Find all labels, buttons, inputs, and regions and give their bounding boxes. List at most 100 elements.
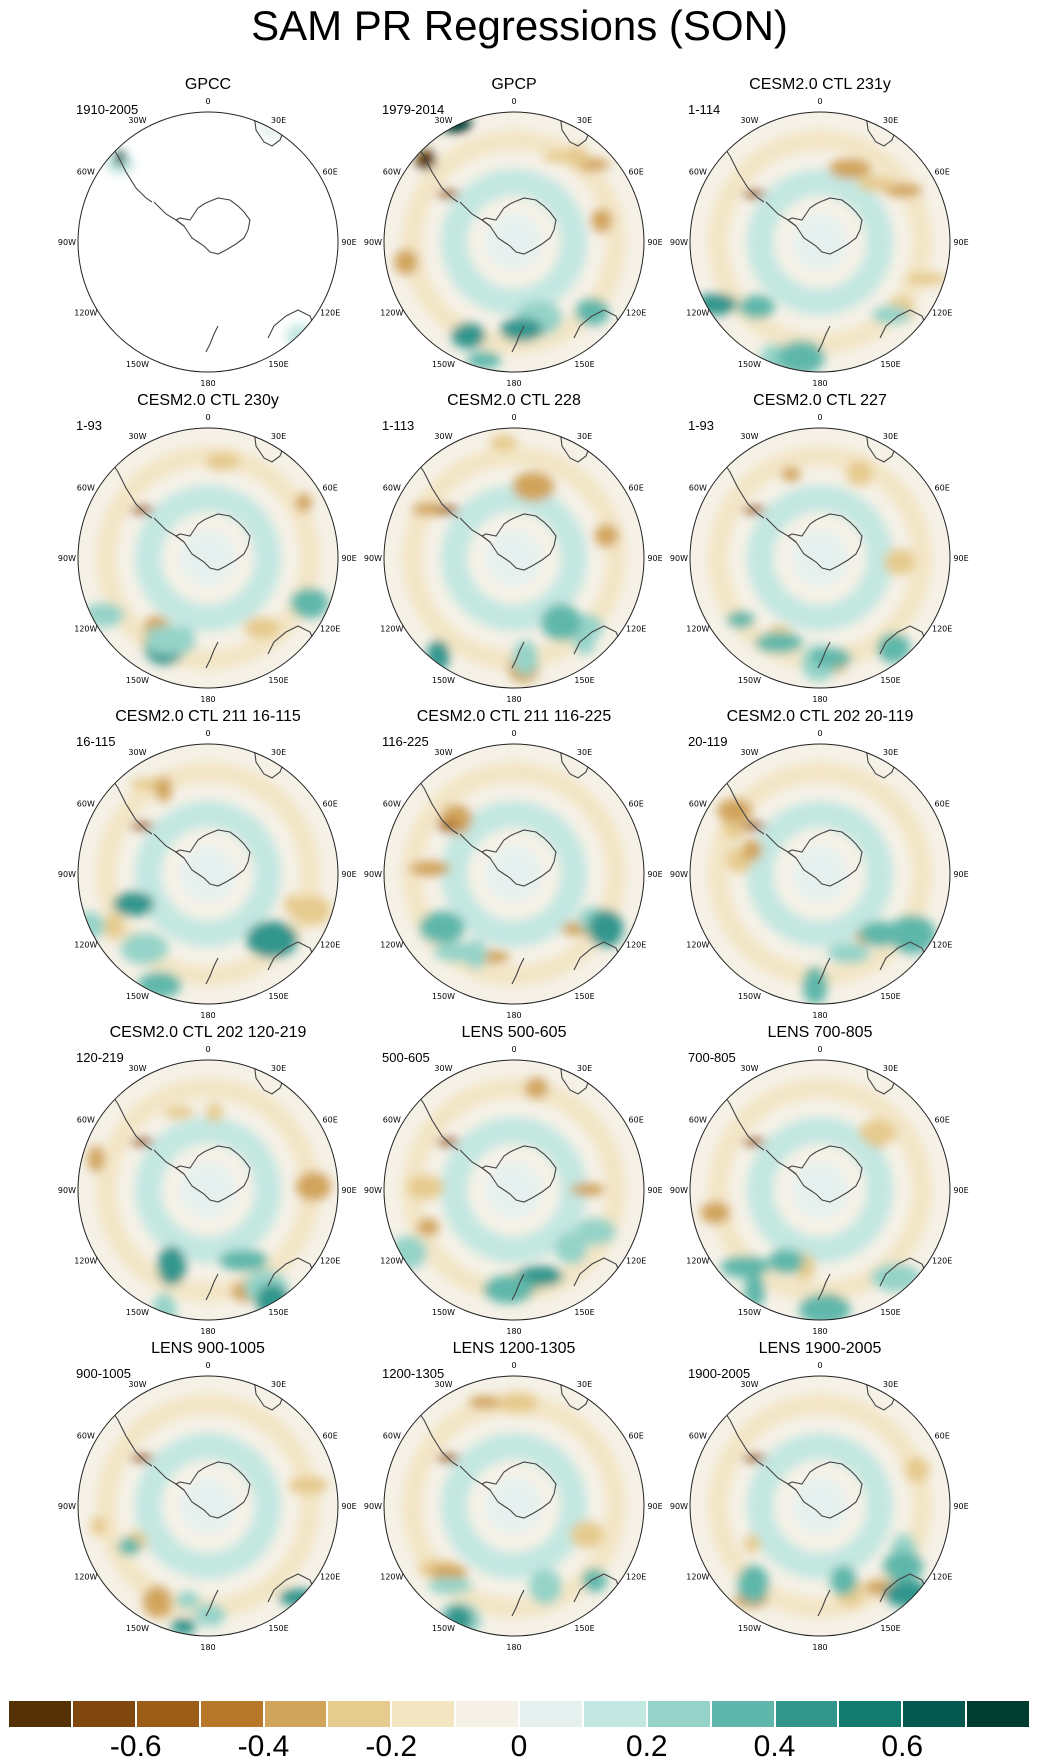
- polar-map: 0 30E 60E 90E 120E 150E 180 150W 120W 90W 60W 30W: [58, 1045, 357, 1336]
- longitude-label: 90E: [647, 870, 662, 879]
- longitude-label: 30E: [271, 1380, 286, 1389]
- longitude-label: 180: [200, 1327, 215, 1336]
- longitude-label: 90E: [647, 1502, 662, 1511]
- colorbar-swatch: [519, 1700, 583, 1728]
- colorbar-swatch: [135, 1700, 200, 1728]
- longitude-label: 90E: [953, 1186, 968, 1195]
- longitude-label: 0: [511, 413, 516, 422]
- longitude-label: 180: [506, 1327, 521, 1336]
- longitude-label: 30E: [883, 1064, 898, 1073]
- longitude-label: 90E: [953, 870, 968, 879]
- longitude-label: 60W: [383, 1115, 401, 1124]
- longitude-label: 180: [506, 1011, 521, 1020]
- longitude-label: 30E: [883, 116, 898, 125]
- longitude-label: 180: [506, 695, 521, 704]
- longitude-label: 60E: [935, 799, 950, 808]
- colorbar-swatch: [902, 1700, 967, 1728]
- longitude-label: 30W: [740, 748, 758, 757]
- longitude-label: 30E: [271, 432, 286, 441]
- longitude-label: 90W: [364, 238, 382, 247]
- longitude-label: 90E: [953, 238, 968, 247]
- longitude-label: 30E: [271, 748, 286, 757]
- longitude-label: 60W: [77, 167, 95, 176]
- longitude-label: 150E: [880, 992, 900, 1001]
- longitude-label: 30W: [434, 1064, 452, 1073]
- panel-period: 900-1005: [76, 1366, 131, 1381]
- longitude-label: 150E: [880, 676, 900, 685]
- longitude-label: 120W: [380, 1257, 403, 1266]
- panel-title: CESM2.0 CTL 202 120-219: [109, 1024, 307, 1041]
- colorbar-swatch: [966, 1700, 1030, 1728]
- panel-title: CESM2.0 CTL 202 20-119: [726, 708, 914, 725]
- longitude-label: 30W: [434, 748, 452, 757]
- longitude-label: 60E: [935, 1115, 950, 1124]
- longitude-label: 90E: [647, 238, 662, 247]
- longitude-label: 60W: [383, 167, 401, 176]
- longitude-label: 0: [817, 729, 822, 738]
- panel-title: LENS 700-805: [767, 1024, 873, 1041]
- longitude-label: 150W: [432, 360, 455, 369]
- panel-title: CESM2.0 CTL 231y: [749, 76, 891, 93]
- longitude-label: 0: [511, 97, 516, 106]
- map-panel: LENS 500-605 500-605 0 30E 60E 90E 120E 150E 180…: [364, 1024, 664, 1336]
- longitude-label: 150E: [574, 676, 594, 685]
- panel-period: 1-113: [382, 418, 415, 433]
- longitude-label: 120E: [626, 1257, 646, 1266]
- map-panel: LENS 1200-1305 1200-1305 0 30E 60E 90E 120E 150…: [364, 1340, 664, 1652]
- longitude-label: 30E: [883, 1380, 898, 1389]
- longitude-label: 120E: [320, 625, 340, 634]
- panel-title: LENS 500-605: [461, 1024, 567, 1041]
- longitude-label: 30E: [577, 748, 592, 757]
- longitude-label: 60E: [935, 1431, 950, 1440]
- longitude-label: 60E: [935, 483, 950, 492]
- longitude-label: 90W: [58, 870, 76, 879]
- longitude-label: 120W: [686, 1257, 709, 1266]
- longitude-label: 60E: [323, 1431, 338, 1440]
- longitude-label: 120E: [320, 1573, 340, 1582]
- longitude-label: 0: [817, 413, 822, 422]
- panel-title: CESM2.0 CTL 211 116-225: [416, 708, 612, 725]
- panel-period: 1910-2005: [76, 102, 139, 117]
- longitude-label: 90E: [341, 238, 356, 247]
- panel-period: 1-114: [688, 102, 721, 117]
- map-panel: GPCC 1910-2005 0 30E 60E 90E 120E 150E 180 150W 12…: [58, 76, 358, 388]
- colorbar-swatch: [71, 1700, 136, 1728]
- panel-title: LENS 900-1005: [151, 1340, 265, 1357]
- longitude-label: 90W: [670, 1186, 688, 1195]
- panel-title: CESM2.0 CTL 230y: [137, 392, 279, 409]
- longitude-label: 120E: [626, 625, 646, 634]
- colorbar-swatch: [582, 1700, 647, 1728]
- longitude-label: 60W: [77, 799, 95, 808]
- panel-period: 20-119: [688, 734, 728, 749]
- panel-period: 500-605: [382, 1050, 430, 1065]
- longitude-label: 60W: [689, 1431, 707, 1440]
- longitude-label: 60W: [689, 799, 707, 808]
- longitude-label: 60E: [629, 1431, 644, 1440]
- panel-period: 700-805: [688, 1050, 736, 1065]
- longitude-label: 120W: [380, 941, 403, 950]
- colorbar-swatch: [8, 1700, 72, 1728]
- panel-period: 116-225: [382, 734, 429, 749]
- longitude-label: 120W: [380, 625, 403, 634]
- longitude-label: 120W: [74, 1257, 97, 1266]
- longitude-label: 180: [506, 1643, 521, 1652]
- panel-period: 1-93: [76, 418, 103, 433]
- colorbar-swatch: [391, 1700, 456, 1728]
- longitude-label: 90W: [58, 1502, 76, 1511]
- map-panel: CESM2.0 CTL 211 16-115 16-115 0 30E 60E 90E 12…: [58, 708, 358, 1020]
- longitude-label: 180: [812, 379, 827, 388]
- longitude-label: 180: [812, 1327, 827, 1336]
- longitude-label: 120W: [686, 625, 709, 634]
- colorbar-swatch: [710, 1700, 775, 1728]
- longitude-label: 150W: [126, 1624, 149, 1633]
- polar-map: 0 30E 60E 90E 120E 150E 180 150W 120W 90W 60W 30W: [670, 729, 969, 1020]
- map-panel: CESM2.0 CTL 211 116-225 116-225 0 30E 60E 90E…: [364, 708, 664, 1020]
- longitude-label: 60W: [383, 799, 401, 808]
- longitude-label: 0: [817, 97, 822, 106]
- longitude-label: 120W: [686, 309, 709, 318]
- longitude-label: 120E: [626, 941, 646, 950]
- longitude-label: 60E: [935, 167, 950, 176]
- longitude-label: 0: [511, 1045, 516, 1054]
- longitude-label: 120E: [320, 1257, 340, 1266]
- longitude-label: 90W: [58, 238, 76, 247]
